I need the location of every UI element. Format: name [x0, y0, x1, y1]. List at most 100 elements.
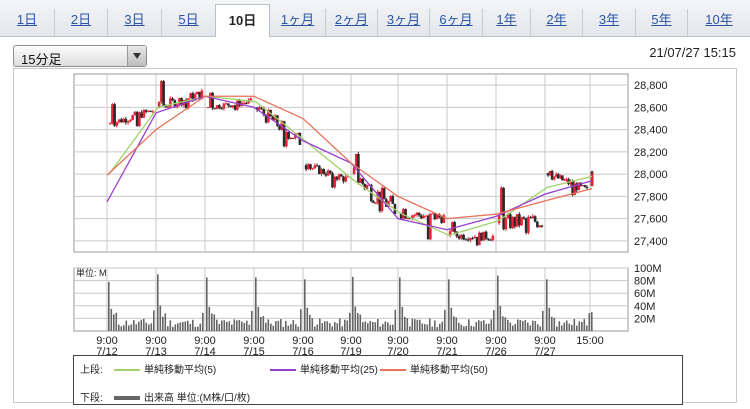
- volume-bar: [184, 321, 187, 331]
- tab-11[interactable]: 2年: [531, 9, 583, 36]
- candle-body: [361, 178, 364, 184]
- legend-ma50: 単純移動平均(50): [380, 361, 488, 376]
- candle-body: [320, 169, 323, 174]
- volume-bar: [267, 319, 270, 331]
- candle-body: [184, 99, 188, 109]
- volume-bar: [409, 326, 411, 331]
- candle-body: [391, 196, 395, 204]
- legend-ma5: 単純移動平均(5): [114, 361, 216, 376]
- candle-body: [536, 221, 539, 228]
- volume-bar: [319, 318, 321, 331]
- candle-body: [178, 98, 181, 105]
- candle-body: [402, 209, 405, 219]
- candle-body: [522, 217, 526, 219]
- tab-13[interactable]: 5年: [636, 9, 688, 36]
- volume-bar: [558, 321, 561, 331]
- volume-bar: [470, 325, 473, 331]
- volume-bar: [392, 324, 394, 331]
- candle-body: [506, 214, 510, 219]
- tab-4[interactable]: 5日: [178, 12, 199, 27]
- candle-body: [149, 110, 152, 112]
- tab-1[interactable]: 1日: [0, 9, 55, 36]
- volume-bar: [153, 310, 155, 331]
- volume-bar: [561, 325, 563, 331]
- candle-body: [276, 115, 279, 126]
- candle-body: [309, 164, 312, 169]
- volume-bar: [341, 326, 344, 331]
- candle-body: [206, 107, 210, 109]
- price-tick-label: 28,000: [634, 169, 668, 181]
- candle-body: [546, 173, 550, 176]
- candle-body: [171, 98, 174, 101]
- candle-body: [573, 183, 576, 196]
- candle-body: [561, 175, 564, 181]
- volume-bar: [246, 320, 248, 331]
- volume-swatch: [114, 396, 140, 401]
- last-update-timestamp: 21/07/27 15:15: [649, 45, 736, 60]
- tab-14[interactable]: 10年: [705, 12, 733, 27]
- volume-bar: [377, 319, 379, 331]
- candle-body: [142, 110, 146, 118]
- candle-body: [363, 183, 367, 190]
- candle-body: [258, 107, 261, 110]
- volume-bar: [581, 321, 583, 331]
- volume-bar: [282, 326, 285, 331]
- volume-bar: [546, 279, 548, 331]
- candle-body: [489, 239, 492, 241]
- volume-bar: [465, 325, 468, 331]
- legend-ma50-label: 単純移動平均(50): [410, 365, 488, 376]
- volume-bar: [374, 322, 377, 331]
- candle-body: [389, 196, 392, 202]
- candle-body: [453, 222, 456, 232]
- candle-body: [133, 111, 137, 116]
- volume-bar: [416, 319, 419, 331]
- ma25-swatch: [270, 369, 296, 372]
- candle-body: [224, 103, 228, 105]
- tab-6[interactable]: 1ヶ月: [270, 9, 326, 36]
- candle-body: [113, 104, 116, 126]
- candle-body: [448, 231, 452, 236]
- candle-body: [285, 131, 288, 147]
- candle-body: [138, 112, 141, 127]
- candle-body: [249, 98, 253, 101]
- tab-10[interactable]: 1年: [483, 9, 531, 36]
- volume-bar: [556, 326, 558, 331]
- tab-9[interactable]: 6ヶ月: [430, 9, 483, 36]
- candle-body: [354, 153, 358, 168]
- dropdown-arrow-icon[interactable]: [127, 46, 146, 66]
- volume-bar: [110, 308, 113, 331]
- tab-12[interactable]: 3年: [583, 9, 636, 36]
- candle-body: [524, 218, 528, 233]
- tab-2[interactable]: 2日: [55, 9, 108, 36]
- volume-bar: [352, 276, 354, 331]
- price-tick-label: 28,600: [634, 102, 668, 114]
- volume-bar: [140, 319, 143, 331]
- volume-bar: [384, 321, 387, 331]
- tab-7[interactable]: 2ヶ月: [326, 9, 378, 36]
- volume-bar: [514, 323, 517, 331]
- candle-body: [120, 119, 123, 123]
- candle-body: [200, 90, 204, 100]
- candle-body: [296, 133, 299, 135]
- interval-select[interactable]: 15分足: [13, 45, 147, 67]
- candle-body: [433, 213, 437, 220]
- volume-bar: [548, 307, 551, 331]
- tab-5[interactable]: 10日: [215, 4, 270, 37]
- candle-body: [442, 215, 446, 223]
- candle-body: [287, 131, 290, 139]
- candle-body: [227, 103, 230, 106]
- candle-body: [318, 165, 321, 174]
- volume-bar: [522, 321, 524, 331]
- tab-3[interactable]: 3日: [108, 9, 162, 36]
- candle-body: [538, 225, 541, 228]
- candle-body: [238, 100, 241, 106]
- volume-bar: [517, 319, 519, 331]
- volume-bar: [167, 326, 169, 331]
- candle-body: [242, 102, 246, 104]
- price-tick-label: 28,400: [634, 125, 668, 137]
- tab-8[interactable]: 3ヶ月: [378, 9, 430, 36]
- volume-bar: [588, 313, 591, 331]
- candle-body: [550, 171, 554, 180]
- candle-body: [577, 182, 581, 191]
- volume-bar: [304, 279, 306, 331]
